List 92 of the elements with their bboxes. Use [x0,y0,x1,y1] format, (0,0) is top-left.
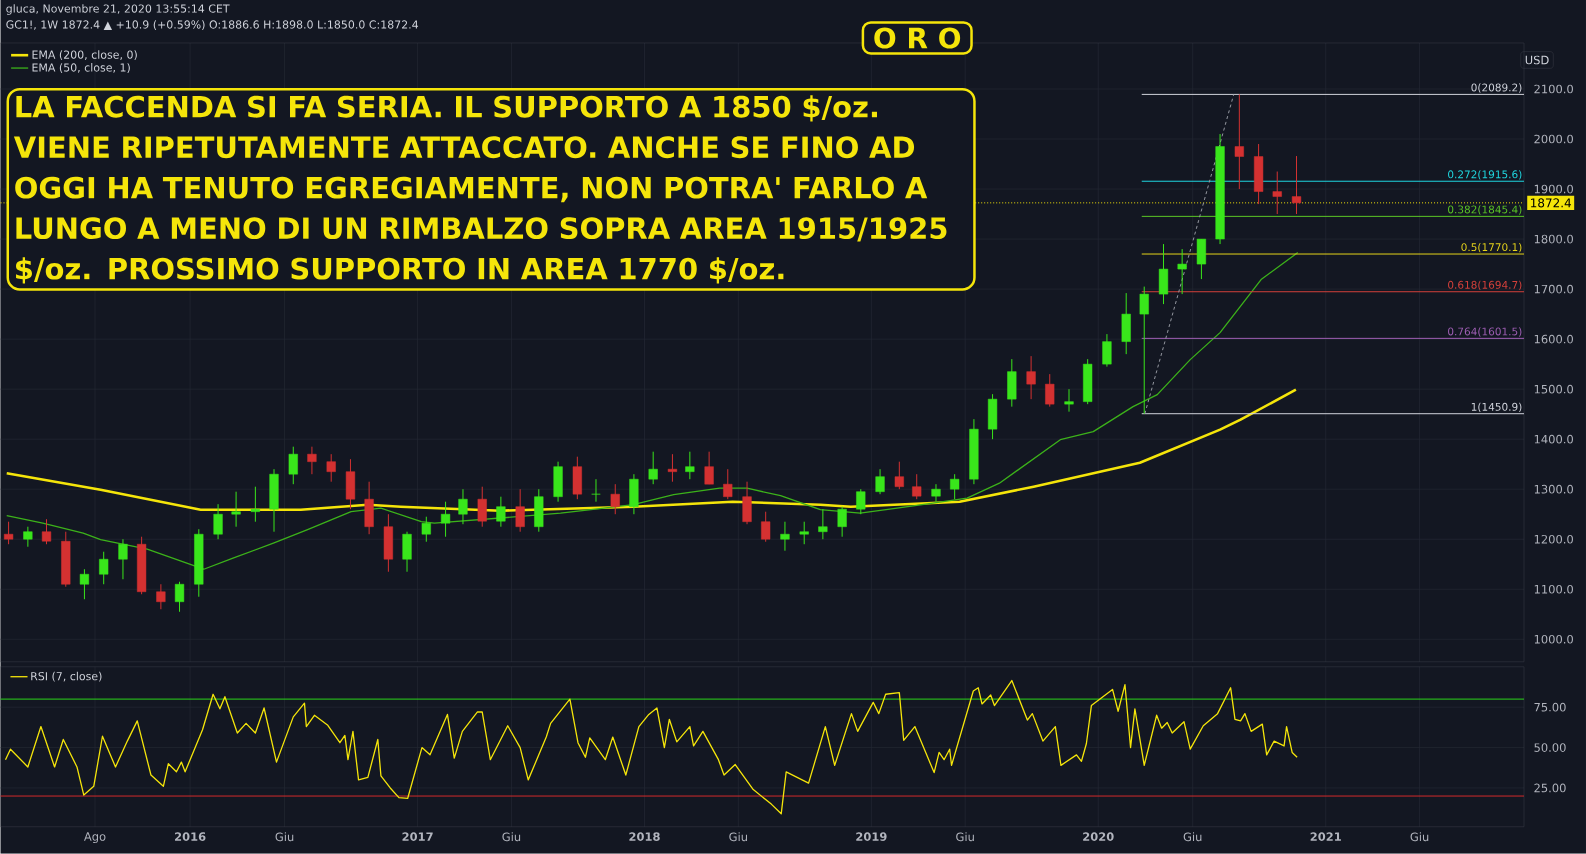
candlestick [1102,333,1112,368]
line-series [4,680,1298,815]
x-tick-label: Ago [83,832,106,844]
x-tick-label: Giu [1410,832,1429,842]
x-tick-label: Giu [275,832,294,842]
candlestick [685,451,695,480]
legend-label: EMA (50, close, 1) [32,63,130,74]
text: GC1!, 1W 1872.4 ▲ +10.9 (+0.59%) O:1886.6 H:1898.0 L:1850.0 C:1872.4 [6,20,419,31]
candlestick [23,526,33,548]
candlestick [894,461,904,490]
series-label: 0.764(1601.5) [1448,327,1522,337]
candlestick [79,568,90,600]
text: USD [1525,55,1549,65]
y-tick-label: 1000.0 [1534,635,1573,644]
y-tick-label: 75.00 [1534,702,1566,712]
candlestick [213,503,223,540]
x-tick-label: 2016 [175,832,206,842]
y-tick-label: 25.00 [1534,783,1566,793]
x-tick-label: Giu [956,832,974,842]
candlestick [912,473,922,500]
series-label: 0.382(1845.4) [1448,205,1522,215]
candlestick [118,538,128,580]
y-tick-label: 1100.0 [1534,585,1573,594]
candlestick [723,468,733,500]
candlestick [780,521,790,552]
candlestick [3,521,14,545]
chart-title: O R O [874,27,961,49]
text: gluca, Novembre 21, 2020 13:55:14 CET [6,4,230,15]
x-tick-label: Giu [1183,832,1202,842]
y-tick-label: 1900.0 [1534,184,1573,194]
candlestick [250,486,260,523]
candlestick [496,496,506,528]
candlestick [231,491,241,528]
candlestick [818,508,828,540]
x-tick-label: 2021 [1310,832,1341,842]
x-tick-label: 2020 [1083,832,1114,842]
series-label: 0.5(1770.1) [1461,243,1522,253]
candlestick [288,446,298,485]
candlestick [515,488,525,533]
candlestick [1045,373,1055,408]
legend-label: EMA (200, close, 0) [32,50,137,61]
y-tick-label: 1600.0 [1534,334,1573,344]
candlestick [421,516,431,543]
candlestick [1026,355,1036,400]
x-tick-label: 2018 [629,832,660,842]
candlestick [440,501,451,538]
series-label: 0.618(1694.7) [1448,280,1522,291]
y-tick-label: 1500.0 [1534,384,1573,394]
candlestick [1139,286,1149,415]
candlestick [875,468,885,495]
candlestick [837,506,847,538]
series-label: 0(2089.2) [1471,83,1522,93]
y-tick-label: 1800.0 [1534,234,1573,244]
y-tick-label: 1400.0 [1534,434,1573,444]
series-label: 0.272(1915.6) [1448,170,1522,180]
candlestick [41,518,52,545]
candlestick [1234,94,1244,190]
candlestick [931,483,941,503]
candlestick [307,446,317,475]
y-tick-label: 1700.0 [1534,284,1573,294]
candlestick [648,451,658,485]
candlestick [1272,171,1282,215]
candlestick [326,453,336,483]
y-tick-label: 50.00 [1534,743,1566,753]
series-label: 1(1450.9) [1471,402,1522,413]
y-tick-label: 1200.0 [1534,535,1573,544]
candlestick [458,488,468,525]
x-tick-label: 2017 [402,832,433,842]
y-tick-label: 2000.0 [1534,134,1573,144]
x-tick-label: Giu [502,832,521,842]
candlestick [1064,388,1074,413]
candlestick [1291,155,1302,215]
x-tick-label: 2019 [856,832,887,842]
candlestick [477,486,487,528]
candlestick [704,451,714,485]
legend-label: RSI (7, close) [31,671,102,682]
ref-line-label: 1872.4 [1531,198,1572,208]
y-tick-label: 2100.0 [1534,84,1573,94]
candlestick [856,488,866,515]
x-tick-label: Giu [729,832,747,842]
annotation: LA FACCENDA SI FA SERIA. IL SUPPORTO A 1850 $/oz. VIENE RIPETUTAMENTE ATTACCATO. ANCHE SE FINO AD OGGI HA TENUTO EGREGIAMENTE, NON POTRA' FARLO A LUNGO A MENO DI UN RIMBALZO SOPRA AREA 1915/1925 $/oz. PROSSIMO SUPPORTO IN AREA 1770 $/oz. [13,95,947,284]
candlestick [156,583,166,610]
candlestick [667,453,678,483]
y-tick-label: 1300.0 [1534,484,1573,494]
candlestick [950,473,960,500]
candlestick [99,551,109,585]
candlestick [799,521,809,545]
candlestick [610,483,620,515]
line-series [6,252,1299,571]
candlestick [1177,248,1187,295]
candlestick [174,581,185,613]
candlestick [761,511,771,543]
